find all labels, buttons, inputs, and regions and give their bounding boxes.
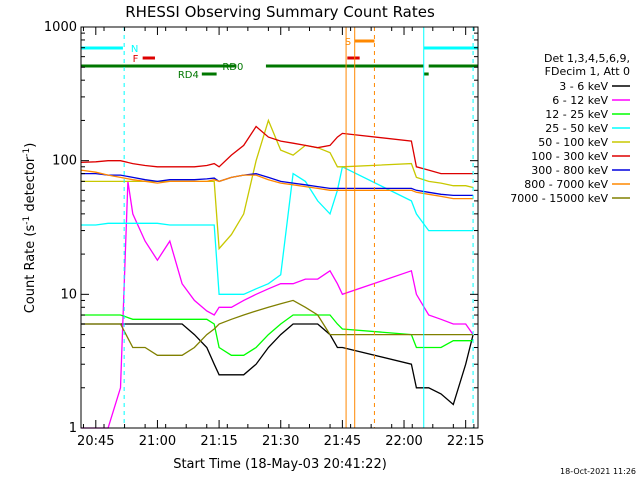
legend-entry-label-6: 100 - 300 keV	[531, 150, 608, 163]
series-line-6	[80, 125, 474, 175]
x-tick-label: 21:30	[262, 434, 299, 449]
y-tick-label: 1000	[44, 20, 77, 35]
y-axis-label-main: Count Rate (s	[23, 225, 38, 314]
legend-entry-label-1: 3 - 6 keV	[559, 80, 608, 93]
legend-entry-label-3: 12 - 25 keV	[545, 108, 608, 121]
footer-timestamp: 18-Oct-2021 11:26	[560, 467, 636, 476]
legend-entry-label-9: 7000 - 15000 keV	[510, 192, 608, 205]
series-line-4	[81, 165, 474, 295]
y-axis-label-sup1: -1	[22, 216, 32, 225]
chart-title: RHESSI Observing Summary Count Rates	[125, 3, 435, 21]
status-bar-label-rd4: RD4	[178, 70, 199, 81]
plot-area	[80, 118, 474, 429]
status-bar-label-n: N	[131, 44, 138, 55]
y-axis-label: Count Rate (s-1 detector-1)	[22, 143, 38, 314]
legend-header-line-2: FDecim 1, Att 0	[545, 65, 630, 78]
status-bar-label-rd0: RD0	[222, 62, 243, 73]
status-bar-label-s: S	[345, 37, 351, 48]
series-line-8	[80, 169, 474, 200]
axis-ticks: 1 10 100 1000 20:45 21:00 21:15 21:30 21:45 22:00…	[44, 20, 484, 449]
status-bars: NF S RD0 RD4	[81, 27, 478, 428]
series-line-7	[81, 172, 474, 197]
x-tick-label: 20:45	[77, 434, 114, 449]
x-axis-label: Start Time (18-May-03 20:41:22)	[173, 457, 387, 472]
y-tick-label: 1	[69, 421, 77, 436]
y-axis-label-mid: detector	[23, 156, 38, 216]
series-line-1	[81, 323, 474, 406]
x-tick-label: 21:00	[139, 434, 176, 449]
series-line-2	[81, 181, 474, 429]
y-tick-label: 100	[52, 154, 77, 169]
legend-header-line-1: Det 1,3,4,5,6,9,	[544, 52, 630, 65]
legend-entry-label-2: 6 - 12 keV	[552, 94, 608, 107]
x-tick-label: 22:00	[385, 434, 422, 449]
legend-entry-label-4: 25 - 50 keV	[545, 122, 608, 135]
series-line-9	[81, 299, 474, 356]
legend-entry-label-7: 300 - 800 keV	[531, 164, 608, 177]
legend: Det 1,3,4,5,6,9,FDecim 1, Att 0 3 - 6 keV…	[510, 52, 630, 205]
y-axis-label-end: )	[23, 143, 38, 148]
x-tick-label: 21:45	[324, 434, 361, 449]
legend-entry-label-8: 800 - 7000 keV	[524, 178, 608, 191]
status-bar-label-f: F	[133, 54, 139, 65]
y-axis-label-sup2: -1	[22, 148, 32, 157]
x-tick-label: 22:15	[447, 434, 484, 449]
series-line-3	[81, 314, 474, 356]
y-tick-label: 10	[60, 287, 77, 302]
legend-entry-label-5: 50 - 100 keV	[538, 136, 608, 149]
x-tick-label: 21:15	[200, 434, 237, 449]
plot-frame	[80, 26, 479, 429]
